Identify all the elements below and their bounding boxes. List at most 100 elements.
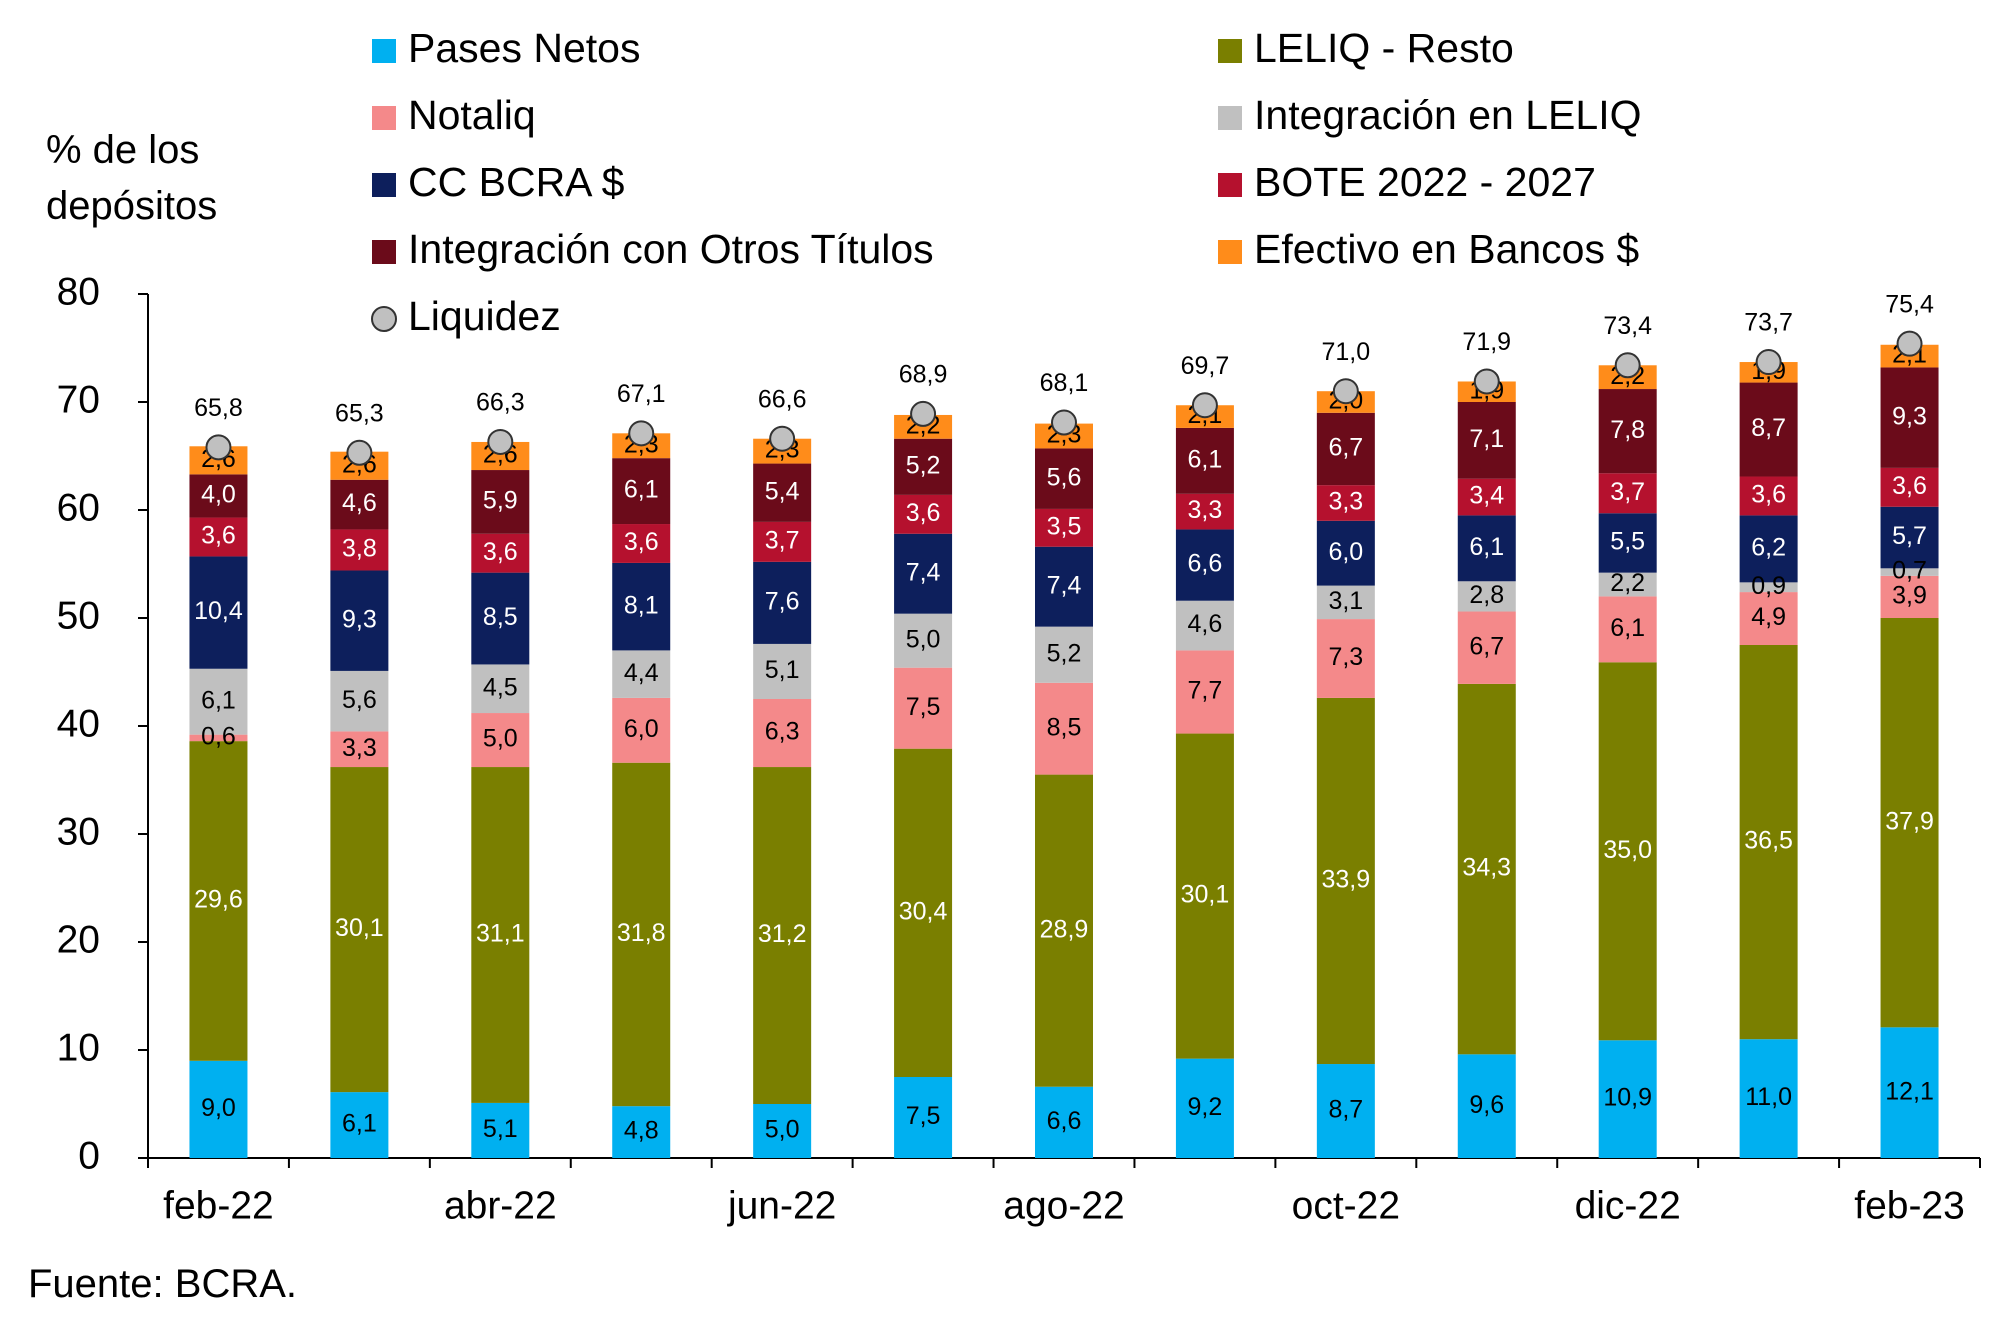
bar-segment: [1457, 1054, 1516, 1158]
liquidity-point: [205, 434, 232, 461]
bar-segment: [471, 767, 530, 1103]
data-label: 5,0: [765, 1116, 800, 1144]
data-label: 8,7: [1328, 1096, 1363, 1124]
bar-segment: [1035, 774, 1093, 1087]
data-label: 29,6: [194, 886, 243, 914]
liquidity-point: [1332, 378, 1359, 405]
bar-segment: [1316, 697, 1375, 1065]
legend-label: Integración en LELIQ: [1254, 92, 1641, 138]
bar-segment: [1175, 1058, 1234, 1158]
liquidity-point: [1614, 352, 1641, 379]
legend-label: Liquidez: [408, 293, 561, 339]
data-label: 12,1: [1885, 1077, 1934, 1105]
bar-segment: [189, 1060, 248, 1158]
data-label: 3,1: [1328, 587, 1363, 615]
data-label: 10,4: [194, 597, 243, 625]
liquidity-label: 66,3: [476, 389, 525, 417]
bar-segment: [894, 438, 953, 495]
data-label: 7,5: [906, 693, 941, 721]
data-label: 30,1: [335, 914, 384, 942]
bar-segment: [471, 470, 530, 534]
y-tick-label: 0: [78, 1134, 100, 1177]
y-tick-label: 10: [57, 1026, 100, 1069]
data-label: 2,8: [1469, 581, 1504, 609]
bar-segment: [189, 517, 248, 557]
data-label: 5,1: [765, 656, 800, 684]
data-label: 31,1: [476, 920, 525, 948]
data-label: 6,1: [1188, 445, 1223, 473]
data-label: 5,4: [765, 477, 800, 505]
data-label: 31,2: [758, 920, 807, 948]
data-label: 7,6: [765, 587, 800, 615]
bar-segment: [1739, 515, 1798, 583]
bar-segment: [1457, 581, 1516, 612]
liquidity-label: 71,0: [1322, 338, 1371, 366]
data-label: 6,7: [1469, 632, 1504, 660]
legend-label: Notaliq: [408, 92, 536, 138]
data-label: 3,6: [906, 499, 941, 527]
bar-segment: [1316, 585, 1375, 620]
bar-segment: [1457, 402, 1516, 479]
bar-segment: [189, 556, 248, 669]
data-label: 4,9: [1751, 603, 1786, 631]
legend-swatch: [1218, 106, 1242, 130]
liquidity-point: [628, 420, 655, 447]
bar-segment: [1880, 506, 1939, 569]
bar-segment: [1739, 582, 1798, 593]
data-label: 35,0: [1603, 836, 1652, 864]
x-tick-label: ago-22: [1003, 1184, 1124, 1227]
data-label: 8,1: [624, 591, 659, 619]
bar-segment: [894, 494, 953, 534]
legend-label: Efectivo en Bancos $: [1254, 226, 1639, 272]
data-label: 5,2: [1047, 639, 1082, 667]
data-label: 6,6: [1047, 1107, 1082, 1135]
bar-segment: [1457, 515, 1516, 582]
liquidity-point: [1755, 349, 1782, 376]
data-label: 8,5: [483, 603, 518, 631]
bar-segment: [612, 650, 671, 698]
bar-segment: [1175, 650, 1234, 734]
data-label: 5,9: [483, 487, 518, 515]
liquidity-label: 75,4: [1885, 290, 1934, 318]
liquidity-label: 67,1: [617, 380, 666, 408]
liquidity-point: [346, 439, 373, 466]
bar-segment: [753, 521, 812, 562]
bar-segment: [330, 479, 389, 530]
liquidity-point: [769, 425, 796, 452]
bar-segment: [1316, 619, 1375, 698]
data-label: 6,7: [1328, 434, 1363, 462]
bar-segment: [753, 561, 812, 644]
bar-segment: [894, 667, 953, 749]
data-label: 8,5: [1047, 713, 1082, 741]
data-label: 34,3: [1462, 854, 1511, 882]
bar-segment: [1739, 645, 1798, 1040]
bar-segment: [894, 613, 953, 668]
data-label: 6,0: [1328, 538, 1363, 566]
bar-segment: [753, 1104, 812, 1158]
bar-segment: [1739, 476, 1798, 516]
liquidity-label: 65,8: [194, 394, 243, 422]
bar-segment: [1739, 1039, 1798, 1158]
y-axis-label: % de los depósitos: [46, 128, 218, 228]
data-label: 0,7: [1892, 557, 1927, 585]
data-label: 3,9: [1892, 582, 1927, 610]
data-label: 6,1: [201, 686, 236, 714]
data-label: 7,4: [906, 558, 941, 586]
bar-segment: [330, 731, 389, 768]
bar-segment: [1316, 520, 1375, 586]
data-label: 30,4: [899, 897, 948, 925]
data-label: 4,4: [624, 659, 659, 687]
data-label: 7,1: [1469, 425, 1504, 453]
data-label: 4,5: [483, 673, 518, 701]
bar-segment: [1035, 508, 1093, 547]
bar-segment: [471, 1102, 530, 1158]
bar-segment: [1035, 546, 1093, 627]
liquidity-label: 73,7: [1744, 309, 1793, 337]
bar-segment: [330, 670, 389, 732]
data-label: 37,9: [1885, 807, 1934, 835]
legend-label: CC BCRA $: [408, 159, 625, 205]
y-tick-label: 80: [57, 270, 100, 313]
data-label: 3,3: [342, 734, 377, 762]
